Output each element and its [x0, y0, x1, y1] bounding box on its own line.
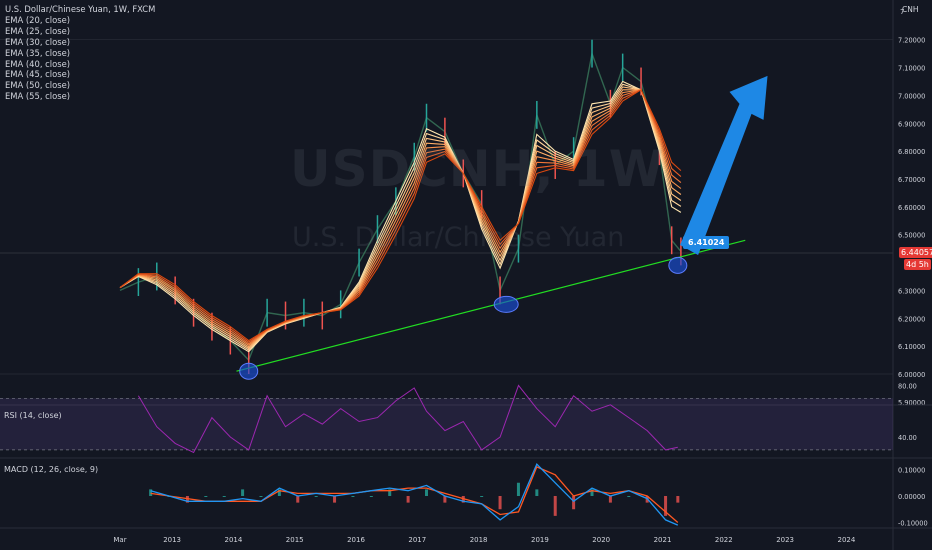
macd-histogram-bar: [590, 489, 594, 496]
y-tick-label: 6.60000: [898, 204, 925, 212]
x-tick-label: 2016: [347, 536, 365, 544]
ema-ribbon-line: [119, 89, 682, 343]
macd-histogram-bar: [608, 496, 612, 503]
x-tick-label: 2018: [470, 536, 488, 544]
ema-ribbon-line: [119, 89, 682, 342]
ema-ribbon-line: [119, 83, 682, 351]
macd-histogram-bar: [222, 496, 226, 497]
x-tick-label: 2019: [531, 536, 549, 544]
ema-ribbon-line: [119, 89, 682, 348]
indicator-legend: U.S. Dollar/Chinese Yuan, 1W, FXCM EMA (…: [5, 4, 155, 102]
legend-ema-25[interactable]: EMA (25, close): [5, 25, 70, 36]
projection-arrow: [680, 75, 768, 256]
y-tick-label: 6.90000: [898, 120, 925, 128]
x-tick-label: 2023: [776, 536, 794, 544]
x-tick-label: 2024: [837, 536, 855, 544]
y-tick-label: 7.10000: [898, 65, 925, 73]
macd-histogram-bar: [406, 496, 410, 503]
legend-ema-50[interactable]: EMA (50, close): [5, 80, 70, 91]
swing-low-marker: [668, 256, 688, 274]
macd-histogram-bar: [572, 496, 576, 510]
macd-histogram-bar: [516, 482, 520, 496]
macd-histogram-bar: [461, 496, 465, 503]
macd-histogram-bar: [185, 496, 189, 503]
macd-histogram-bar: [425, 489, 428, 496]
ema-ribbon-line: [119, 86, 682, 350]
x-tick-label: 2013: [163, 536, 181, 544]
macd-tick-label: -0.10000: [898, 520, 928, 528]
x-tick-label: 2015: [286, 536, 304, 544]
name-watermark: U.S. Dollar/Chinese Yuan: [292, 222, 625, 253]
legend-ema-30[interactable]: EMA (30, close): [5, 36, 70, 47]
macd-histogram-bar: [241, 489, 245, 496]
y-tick-top-label: 7: [900, 8, 904, 16]
macd-histogram-bar: [277, 489, 281, 496]
support-trendline: [236, 239, 746, 372]
x-tick-label: 2017: [408, 536, 426, 544]
y-tick-label: 7.00000: [898, 92, 925, 100]
y-tick-label: 7.20000: [898, 37, 925, 45]
ema-ribbon-line: [119, 89, 682, 346]
legend-ema-40[interactable]: EMA (40, close): [5, 58, 70, 69]
macd-histogram-bar: [314, 496, 318, 497]
swing-low-marker: [493, 295, 519, 313]
rsi-tick-label: 40.00: [898, 434, 917, 442]
macd-histogram-bar: [627, 496, 631, 497]
macd-pane-label[interactable]: MACD (12, 26, close, 9): [4, 465, 99, 474]
legend-ema-45[interactable]: EMA (45, close): [5, 69, 70, 80]
chart-title[interactable]: U.S. Dollar/Chinese Yuan, 1W, FXCM: [5, 4, 156, 14]
y-tick-label: 6.10000: [898, 343, 925, 351]
currency-label: CNH: [902, 5, 919, 14]
swing-low-marker: [239, 362, 259, 380]
legend-ema-55[interactable]: EMA (55, close): [5, 91, 70, 102]
x-tick-label: 2022: [715, 536, 733, 544]
countdown-tag: 4d 5h: [904, 259, 931, 270]
macd-histogram-bar: [388, 489, 392, 496]
y-tick-label: 6.70000: [898, 176, 925, 184]
x-tick-label: 2014: [224, 536, 242, 544]
rsi-tick-label: 80.00: [898, 382, 917, 390]
macd-tick-label: 0.00000: [898, 493, 925, 501]
x-tick-label: 2021: [654, 536, 672, 544]
y-tick-label: 5.90000: [898, 399, 925, 407]
macd-histogram-bar: [535, 489, 539, 496]
rsi-band-fill: [0, 398, 893, 450]
last-price-tag: 6.44057: [899, 247, 932, 258]
macd-histogram-bar: [498, 496, 502, 510]
macd-histogram-bar: [676, 496, 680, 503]
macd-histogram-bar: [149, 489, 153, 496]
y-tick-label: 6.00000: [898, 371, 925, 379]
macd-histogram-bar: [351, 496, 355, 497]
macd-histogram-bar: [480, 496, 484, 497]
x-tick-label: 2020: [592, 536, 610, 544]
y-tick-label: 6.30000: [898, 287, 925, 295]
macd-histogram-bar: [369, 496, 373, 497]
macd-histogram-bar: [664, 496, 668, 516]
ema-ribbon-line: [119, 80, 682, 353]
rsi-pane-label[interactable]: RSI (14, close): [4, 411, 62, 420]
legend-ema-35[interactable]: EMA (35, close): [5, 47, 70, 58]
macd-line: [150, 463, 679, 526]
x-tick-label: Mar: [113, 536, 126, 544]
macd-histogram-bar: [204, 496, 208, 497]
macd-histogram-bar: [333, 496, 337, 503]
macd-histogram-bar: [296, 496, 300, 503]
macd-tick-label: 0.10000: [898, 467, 925, 475]
y-tick-label: 6.50000: [898, 232, 925, 240]
rsi-line: [137, 384, 678, 454]
macd-histogram-bar: [259, 496, 263, 497]
y-tick-label: 6.20000: [898, 315, 925, 323]
ema-ribbon-line: [119, 89, 682, 345]
price-callout: 6.41024: [683, 236, 730, 249]
macd-histogram-bar: [443, 496, 447, 503]
legend-ema-20[interactable]: EMA (20, close): [5, 14, 70, 25]
macd-histogram-bar: [553, 496, 557, 516]
y-tick-label: 6.80000: [898, 148, 925, 156]
symbol-watermark: USDCNH, 1W: [290, 140, 665, 198]
